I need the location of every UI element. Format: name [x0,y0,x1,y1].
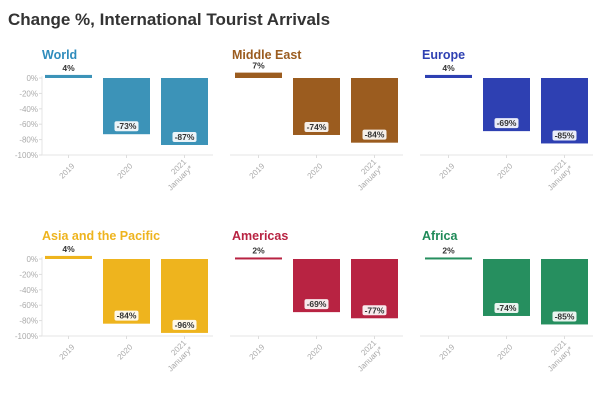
bar-2019 [425,74,472,78]
y-tick-label: 0% [26,255,38,264]
y-tick-label: -20% [19,270,38,279]
data-label: -74% [497,303,517,313]
data-label: -96% [175,320,195,330]
data-label: -77% [365,305,385,315]
x-tick-label: 2020 [306,161,325,180]
x-tick-label-line: 2019 [58,342,77,361]
panel-title: World [42,48,77,62]
y-tick-label: -60% [19,120,38,129]
x-tick-label-line: 2019 [58,161,77,180]
x-tick-label: 2019 [438,342,457,361]
y-tick-label: -20% [19,89,38,98]
data-label: 4% [62,244,75,254]
panel-asia-and-the-pacific: 0% -20% -40% -60% -80% -100% Asia and the Paci… [15,229,213,373]
data-label: -74% [307,122,327,132]
panel-africa: Africa 2% 2019 -74% 2020 -85% 2021January* [420,229,593,373]
bar-2019 [425,257,472,260]
x-tick-label-line: 2019 [248,161,267,180]
data-label: 4% [62,63,75,73]
data-label-bg [362,129,387,140]
x-tick-label: 2019 [248,161,267,180]
x-tick-label: 2021January* [350,338,385,373]
x-tick-label: 2020 [116,161,135,180]
x-tick-label: 2020 [306,342,325,361]
x-tick-label: 2021January* [160,338,195,373]
data-label-bg [304,121,329,132]
y-tick-label: -100% [15,332,38,341]
x-tick-label: 2021January* [160,157,195,192]
x-tick-label-line: 2019 [248,342,267,361]
panel-title: Americas [232,229,288,243]
y-tick-label: -60% [19,301,38,310]
x-tick-label: 2019 [58,342,77,361]
y-tick-label: -80% [19,317,38,326]
x-tick-label: 2020 [116,342,135,361]
y-tick-label: -40% [19,286,38,295]
x-tick-label-line: 2020 [496,161,515,180]
panel-title: Middle East [232,48,302,62]
data-label: 4% [442,63,455,73]
bar-2019 [45,255,92,259]
data-label: 2% [252,245,265,255]
data-label-bg [494,302,519,313]
panel-title: Africa [422,229,458,243]
x-tick-label-line: 2020 [116,342,135,361]
y-tick-label: 0% [26,74,38,83]
data-label: -69% [497,118,517,128]
y-tick-label: -80% [19,136,38,145]
data-label: -85% [555,130,575,140]
x-tick-label: 2019 [438,161,457,180]
data-label-bg [114,310,139,321]
data-label: -84% [117,311,137,321]
bar-2019 [45,74,92,78]
data-label: -69% [307,299,327,309]
data-label-bg [304,299,329,310]
y-tick-label: -100% [15,151,38,160]
data-label-bg [114,121,139,132]
x-tick-label-line: 2020 [116,161,135,180]
data-label-bg [552,311,577,322]
panel-title: Europe [422,48,465,62]
x-tick-label: 2019 [248,342,267,361]
data-label: -73% [117,121,137,131]
x-tick-label: 2021January* [540,157,575,192]
x-tick-label: 2021January* [350,157,385,192]
bar-2019 [235,257,282,260]
data-label: -87% [175,132,195,142]
data-label-bg [552,130,577,141]
chart-title: Change %, International Tourist Arrivals [8,10,331,29]
x-tick-label-line: 2020 [496,342,515,361]
data-label: -85% [555,311,575,321]
x-tick-label: 2019 [58,161,77,180]
data-label: 7% [252,61,265,71]
panel-americas: Americas 2% 2019 -69% 2020 -77% 2021January* [230,229,403,373]
data-label: 2% [442,245,455,255]
data-label: -84% [365,130,385,140]
data-label-bg [362,305,387,316]
x-tick-label: 2021January* [540,338,575,373]
x-tick-label-line: 2019 [438,342,457,361]
bar-2019 [235,72,282,78]
x-tick-label-line: 2020 [306,342,325,361]
x-tick-label: 2020 [496,161,515,180]
data-label-bg [172,131,197,142]
x-tick-label-line: 2020 [306,161,325,180]
data-label-bg [172,319,197,330]
panel-title: Asia and the Pacific [42,229,160,243]
x-tick-label: 2020 [496,342,515,361]
data-label-bg [494,118,519,129]
y-tick-label: -40% [19,105,38,114]
x-tick-label-line: 2019 [438,161,457,180]
